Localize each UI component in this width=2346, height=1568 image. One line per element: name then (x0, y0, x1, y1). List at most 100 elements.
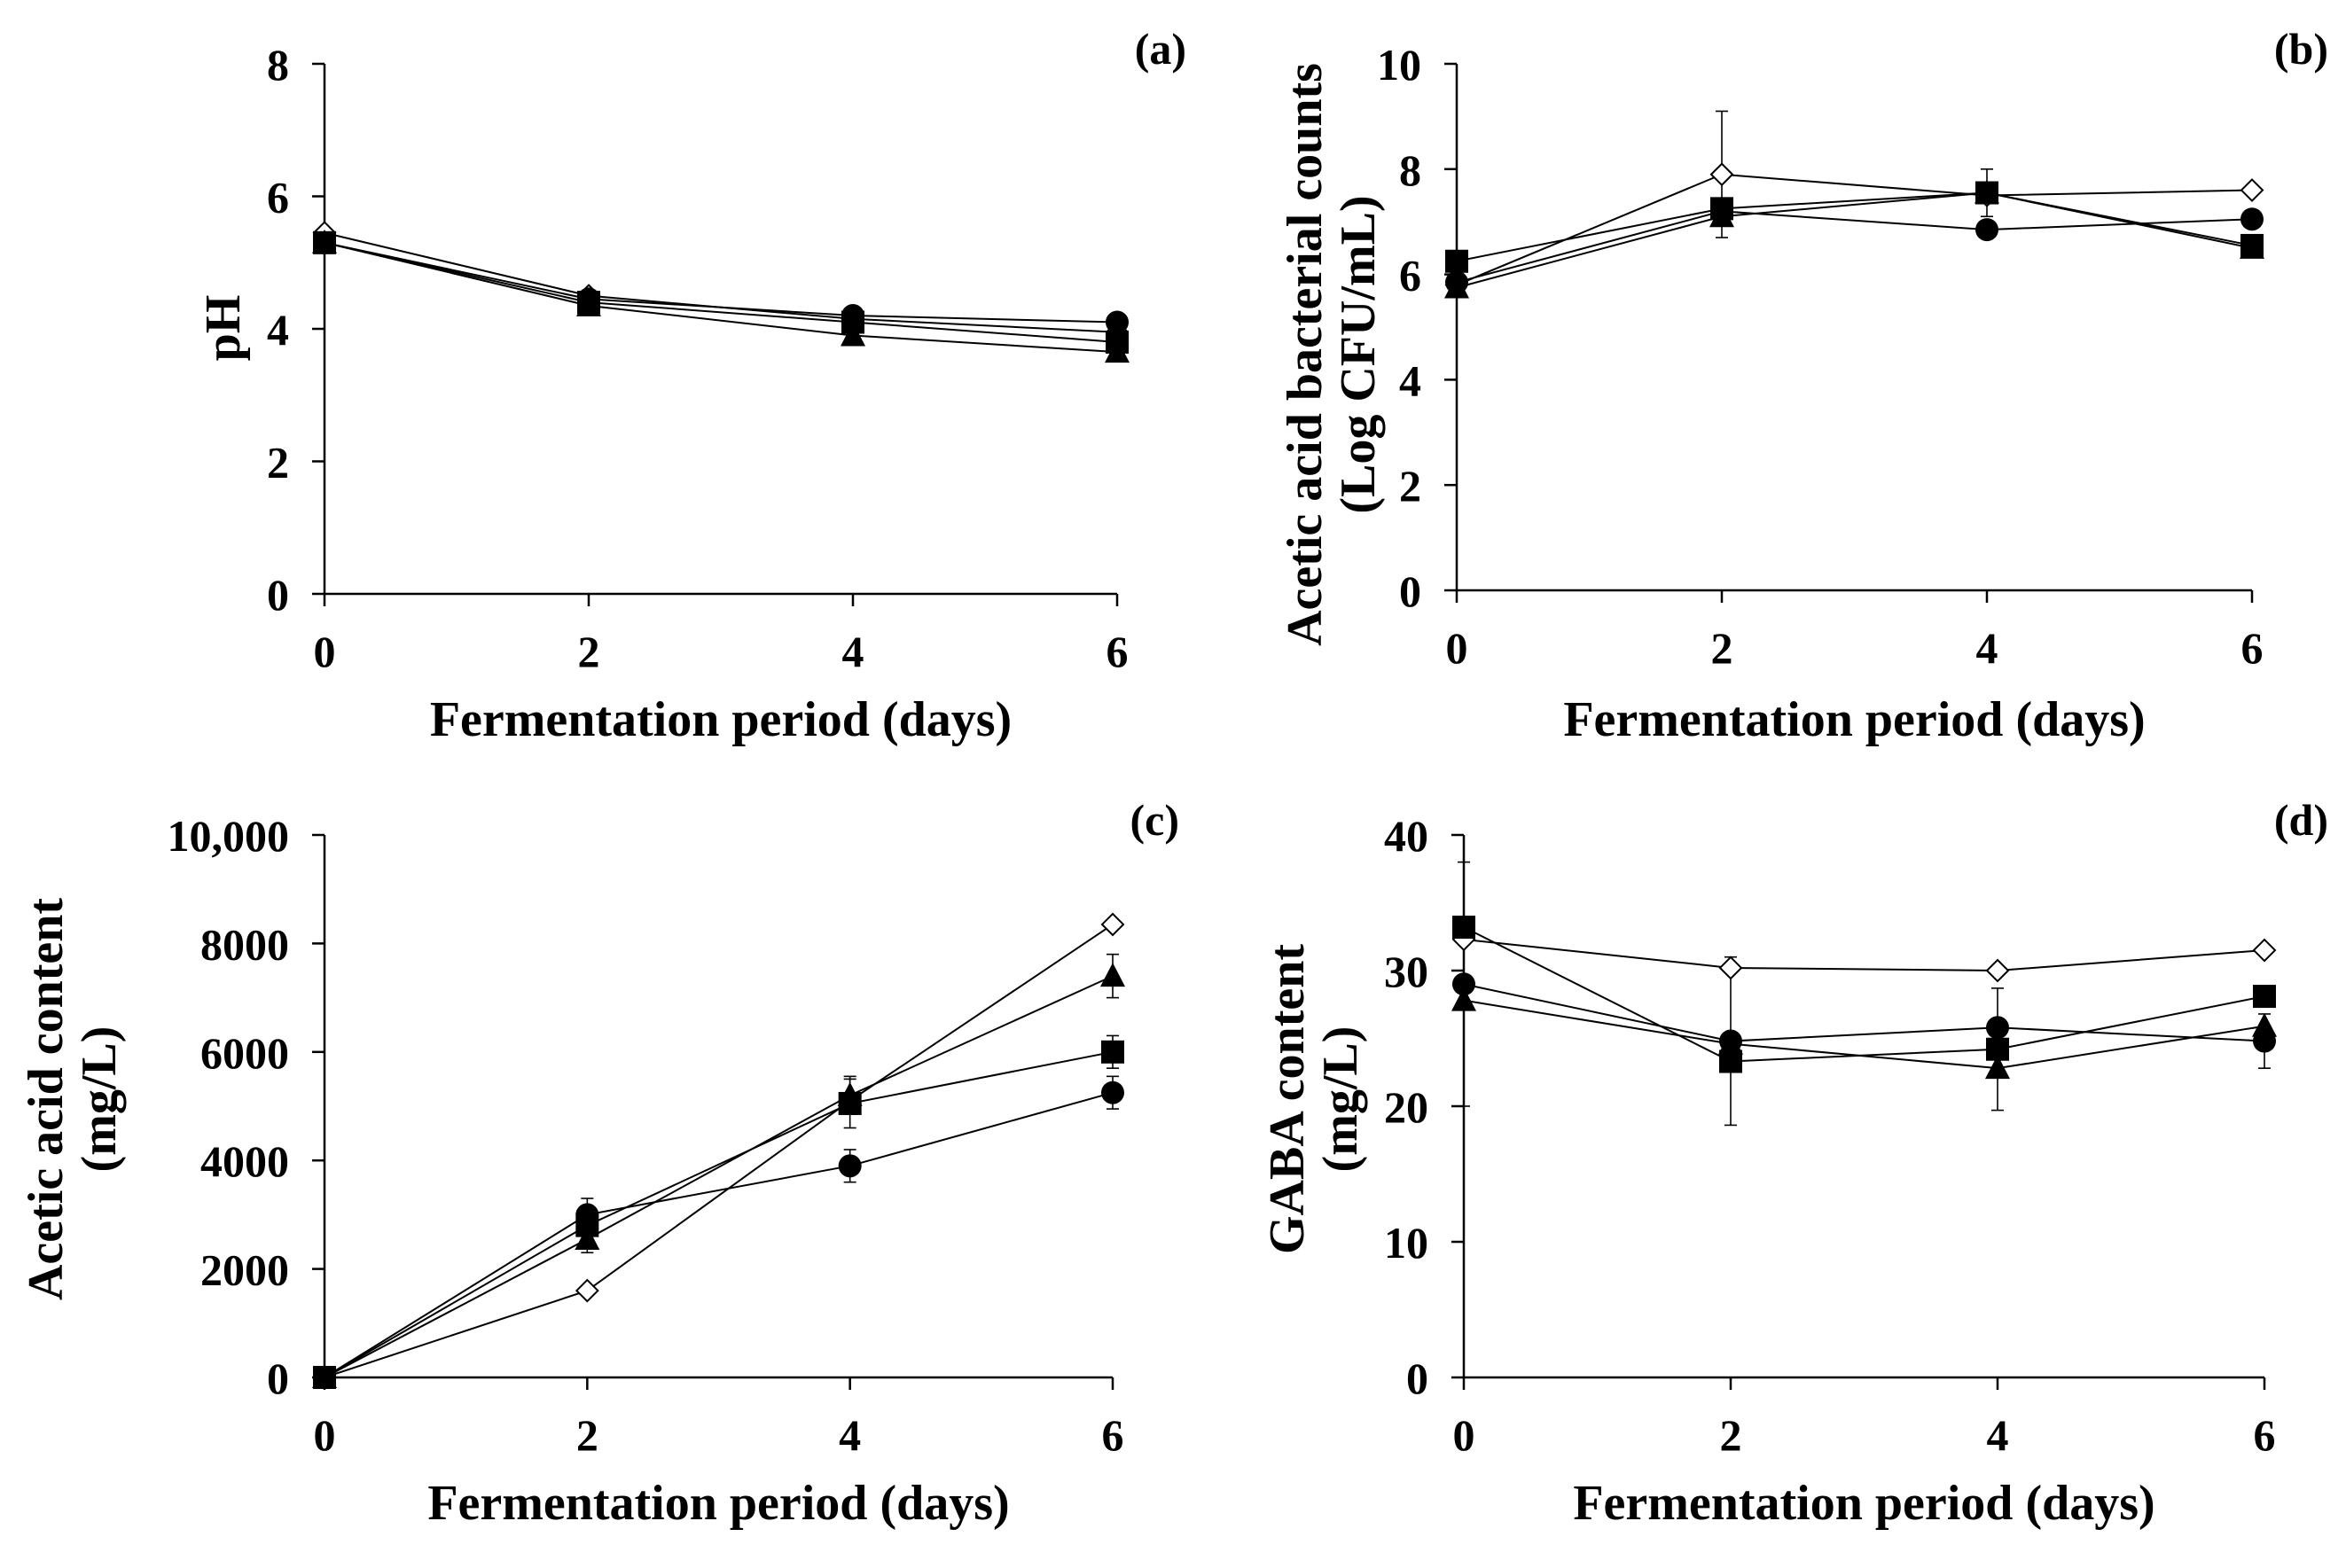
y-tick-label: 0 (1399, 566, 1421, 616)
panel-label: (c) (1130, 795, 1180, 845)
marker-p4-s3-2 (1986, 1037, 2009, 1061)
x-tick-label: 2 (576, 1410, 598, 1460)
marker-p2-s4-3 (2240, 207, 2264, 231)
series-line-1 (324, 231, 1118, 333)
marker-p1-s4-0 (313, 230, 336, 254)
chart-panel-c: 0 2000 4000 6000 8000 10,000 0 2 4 6 Fermentation … (19, 795, 1179, 1531)
series-line-4 (324, 1091, 1114, 1378)
marker-p4-s1-2 (1985, 958, 2010, 983)
series-line-3 (1456, 191, 2253, 262)
marker-p2-s4-1 (1710, 199, 1733, 223)
marker-p1-s4-2 (841, 304, 864, 328)
y-tick-label: 8000 (200, 919, 289, 969)
series-line-2 (324, 241, 1118, 354)
marker-p2-s4-0 (1445, 270, 1468, 294)
marker-p2-s1-1 (1709, 162, 1734, 187)
y-tick-label: 6 (1399, 251, 1421, 300)
x-tick-label: 0 (314, 1410, 336, 1460)
x-axis-label: Fermentation period (days) (430, 692, 1012, 747)
y-axis-label: GABA content (1260, 944, 1315, 1254)
marker-p3-s2-1 (575, 1225, 600, 1250)
y-axis-label: (mg/L) (1313, 1026, 1368, 1173)
x-tick-label: 4 (1976, 623, 1998, 673)
y-tick-label: 8 (1399, 145, 1421, 195)
panel-label: (d) (2274, 795, 2328, 845)
marker-p3-s2-3 (1100, 963, 1125, 987)
marker-p3-s4-2 (838, 1154, 862, 1178)
series-line-2 (324, 975, 1114, 1378)
y-axis-label: pH (196, 295, 251, 362)
x-tick-label: 6 (2254, 1410, 2276, 1460)
y-tick-label: 10,000 (168, 811, 290, 861)
x-tick-label: 4 (839, 1410, 861, 1460)
y-tick-label: 2 (267, 438, 289, 488)
marker-p4-s2-2 (1985, 1055, 2010, 1080)
marker-p3-s4-0 (313, 1366, 336, 1389)
y-tick-label: 2000 (200, 1245, 289, 1295)
x-tick-label: 6 (1102, 1410, 1124, 1460)
marker-p1-s4-1 (577, 287, 600, 311)
marker-p4-s3-0 (1452, 916, 1475, 940)
y-tick-label: 40 (1384, 811, 1428, 861)
marker-p4-s1-1 (1718, 956, 1743, 980)
marker-p1-s3-3 (1106, 330, 1129, 354)
y-tick-label: 2 (1399, 461, 1421, 511)
y-tick-label: 0 (267, 570, 289, 620)
marker-p4-s4-2 (1986, 1016, 2009, 1040)
marker-p3-s3-2 (838, 1091, 862, 1115)
x-axis-label: Fermentation period (days) (427, 1476, 1009, 1531)
series-line-4 (1456, 210, 2253, 284)
y-tick-label: 6000 (200, 1028, 289, 1078)
marker-p4-s2-3 (2252, 1012, 2277, 1037)
marker-p3-s4-1 (575, 1203, 599, 1227)
marker-p2-s4-2 (1975, 218, 1998, 242)
series-line-4 (324, 241, 1118, 324)
marker-p4-s1-3 (2252, 938, 2277, 963)
chart-panel-a: 0 2 4 6 8 0 2 4 6 Fermentation period (days) pH (a) (196, 24, 1186, 747)
marker-p2-s3-3 (2240, 233, 2264, 257)
x-axis-label: Fermentation period (days) (1573, 1476, 2154, 1531)
panel-label: (b) (2274, 24, 2328, 74)
marker-p4-s3-3 (2253, 985, 2276, 1009)
marker-p2-s1-3 (2240, 178, 2264, 202)
y-tick-label: 4000 (200, 1136, 289, 1186)
chart-panel-d: 0 10 20 30 40 0 2 4 6 Fermentation period (days) G… (1260, 795, 2328, 1531)
x-tick-label: 0 (1446, 623, 1468, 673)
y-tick-label: 0 (267, 1353, 289, 1403)
y-axis-label: (Log CFU/mL) (1331, 195, 1386, 513)
marker-p4-s4-3 (2253, 1029, 2276, 1053)
x-tick-label: 6 (2241, 623, 2264, 673)
y-axis-label: Acetic acid bacterial counts (1278, 63, 1333, 646)
x-tick-label: 2 (578, 627, 600, 676)
x-tick-label: 2 (1720, 1410, 1742, 1460)
marker-p2-s3-0 (1445, 249, 1468, 273)
marker-p3-s3-3 (1101, 1040, 1124, 1064)
y-tick-label: 4 (1399, 355, 1421, 405)
y-axis-label: (mg/L) (72, 1026, 127, 1173)
series-line-4 (1463, 983, 2265, 1042)
marker-p3-s1-3 (1100, 912, 1125, 937)
x-tick-label: 0 (1453, 1410, 1475, 1460)
x-tick-label: 0 (314, 627, 336, 676)
panel-label: (a) (1135, 24, 1186, 74)
marker-p1-s2-2 (841, 322, 865, 347)
series-line-3 (324, 1050, 1114, 1378)
x-tick-label: 2 (1711, 623, 1733, 673)
series-line-2 (1456, 191, 2253, 289)
marker-p2-s3-2 (1975, 181, 1998, 205)
chart-panel-b: 0 2 4 6 8 10 0 2 4 6 Fermentation period (days) Ace… (1278, 24, 2328, 747)
y-tick-label: 20 (1384, 1082, 1428, 1132)
y-tick-label: 8 (267, 40, 289, 90)
marker-p4-s4-1 (1719, 1029, 1742, 1053)
y-axis-label: Acetic acid content (19, 898, 74, 1300)
series-line-1 (324, 924, 1114, 1378)
y-tick-label: 4 (267, 305, 289, 355)
series-line-3 (324, 241, 1118, 343)
marker-p4-s4-0 (1452, 972, 1475, 996)
series-line-1 (1463, 938, 2265, 972)
x-tick-label: 4 (842, 627, 864, 676)
marker-p1-s4-3 (1106, 310, 1129, 334)
series-line-1 (1456, 173, 2253, 286)
x-axis-label: Fermentation period (days) (1563, 692, 2145, 747)
